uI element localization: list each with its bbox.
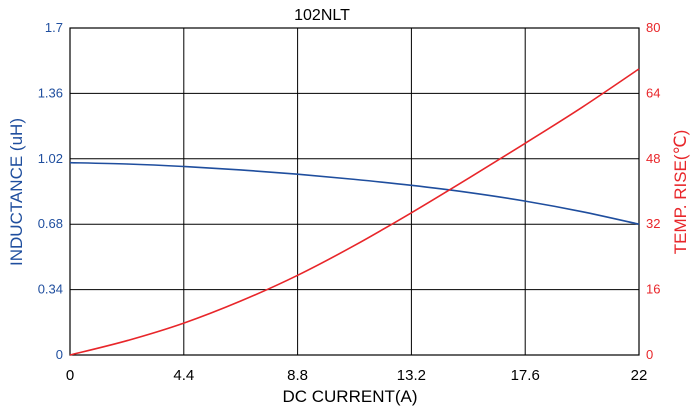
left-tick-label: 1.02 (38, 151, 63, 166)
left-tick-label: 1.7 (45, 20, 63, 35)
left-tick-label: 0.34 (38, 282, 63, 297)
x-tick-label: 0 (66, 367, 74, 384)
right-tick-label: 16 (646, 282, 660, 297)
right-axis-label: TEMP. RISE(℃) (671, 130, 690, 255)
plot-frame (69, 27, 640, 356)
x-tick-label: 13.2 (397, 367, 426, 384)
x-tick-label: 4.4 (173, 367, 194, 384)
series-layer (69, 68, 640, 356)
right-tick-label: 80 (646, 20, 660, 35)
grid (69, 27, 640, 356)
inductance-line (69, 161, 640, 225)
x-tick-label: 17.6 (511, 367, 540, 384)
chart-title: 102NLT (294, 7, 350, 24)
right-tick-label: 48 (646, 151, 660, 166)
left-tick-label: 0.68 (38, 216, 63, 231)
right-tick-label: 32 (646, 216, 660, 231)
right-tick-labels: 0 16 32 48 64 80 (646, 20, 660, 362)
left-tick-label: 0 (56, 347, 63, 362)
left-tick-labels: 0 0.34 0.68 1.02 1.36 1.7 (38, 20, 63, 362)
right-tick-label: 64 (646, 85, 660, 100)
temp-rise-line (69, 68, 640, 356)
right-tick-label: 0 (646, 347, 653, 362)
x-tick-labels: 0 4.4 8.8 13.2 17.6 22 (66, 367, 648, 384)
left-tick-label: 1.36 (38, 85, 63, 100)
x-tick-label: 8.8 (287, 367, 308, 384)
x-tick-label: 22 (631, 367, 648, 384)
left-axis-label: INDUCTANCE (uH) (7, 118, 26, 266)
x-axis-label: DC CURRENT(A) (282, 387, 417, 406)
